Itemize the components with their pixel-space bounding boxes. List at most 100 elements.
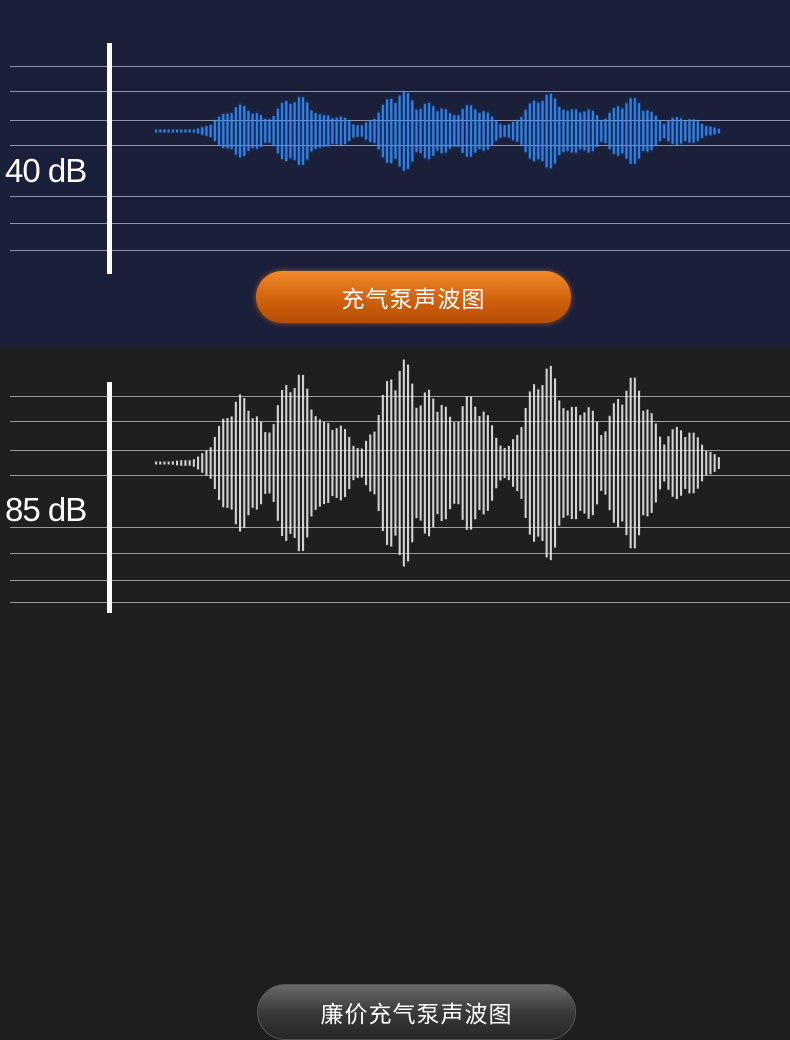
waveform-bar	[524, 407, 527, 519]
waveform-bar	[579, 112, 582, 150]
waveform-bar	[478, 112, 481, 150]
waveform-bar	[386, 381, 389, 545]
waveform-bar	[402, 91, 405, 171]
waveform-bar	[562, 408, 565, 518]
waveform-bar	[331, 429, 334, 497]
waveform-bar	[159, 129, 162, 133]
waveform-bar	[684, 121, 687, 141]
waveform-bar	[499, 445, 502, 481]
cheap-pump-waveform	[155, 359, 720, 567]
waveform-bar	[243, 398, 246, 528]
waveform-bar	[285, 101, 288, 161]
waveform-bar	[432, 106, 435, 156]
waveform-bar	[554, 378, 557, 548]
waveform-bar	[453, 115, 456, 147]
waveform-bar	[255, 113, 258, 149]
waveform-bar	[180, 129, 183, 133]
waveform-bar	[411, 383, 414, 543]
waveform-bar	[680, 118, 683, 144]
waveform-bar	[617, 106, 620, 156]
quiet-pump-waveform	[155, 91, 720, 171]
waveform-bar	[302, 97, 305, 165]
waveform-bar	[247, 410, 250, 516]
waveform-bar	[570, 406, 573, 520]
waveform-bar	[230, 416, 233, 510]
waveform-bar	[373, 118, 376, 144]
waveform-bar	[268, 119, 271, 143]
waveform-bar	[423, 103, 426, 159]
waveform-bar	[415, 407, 418, 519]
waveform-bar	[671, 118, 674, 144]
waveform-bar	[562, 109, 565, 153]
grid-line	[10, 66, 790, 67]
waveform-bar	[436, 411, 439, 515]
waveform-bar	[520, 427, 523, 499]
waveform-bar	[344, 117, 347, 145]
grid-line	[10, 602, 790, 603]
waveform-bar	[650, 413, 653, 513]
waveform-bar	[239, 394, 242, 532]
waveform-bar	[352, 445, 355, 481]
waveform-bar	[180, 460, 183, 466]
waveform-bar	[390, 98, 393, 164]
waveform-bar	[633, 377, 636, 549]
waveform-bar	[654, 115, 657, 147]
waveform-bar	[302, 374, 305, 552]
waveform-bar	[604, 431, 607, 495]
waveform-bar	[260, 421, 263, 505]
waveform-bar	[537, 389, 540, 537]
waveform-bar	[587, 407, 590, 519]
waveform-bar	[512, 439, 515, 487]
waveform-bar	[310, 409, 313, 517]
waveform-bar	[503, 447, 506, 479]
waveform-bar	[377, 112, 380, 150]
waveform-bar	[163, 461, 166, 465]
waveform-bar	[537, 102, 540, 160]
waveform-bar	[575, 406, 578, 520]
waveform-bar	[528, 103, 531, 159]
waveform-bar	[680, 430, 683, 496]
waveform-bar	[675, 117, 678, 145]
waveform-bar	[213, 436, 216, 490]
waveform-bar	[348, 120, 351, 142]
waveform-bar	[171, 129, 174, 133]
waveform-bar	[226, 113, 229, 149]
waveform-bar	[327, 115, 330, 147]
waveform-bar	[675, 426, 678, 500]
waveform-bar	[457, 115, 460, 147]
waveform-bar	[516, 434, 519, 492]
waveform-bar	[575, 109, 578, 153]
waveform-bar	[419, 108, 422, 154]
waveform-bar	[167, 129, 170, 133]
grid-line	[10, 223, 790, 224]
waveform-bar	[474, 109, 477, 153]
waveform-bar	[201, 127, 204, 135]
waveform-bar	[646, 409, 649, 517]
waveform-bar	[297, 97, 300, 165]
waveform-bar	[209, 447, 212, 479]
waveform-bar	[591, 110, 594, 152]
waveform-bar	[663, 123, 666, 139]
waveform-bar	[415, 109, 418, 153]
waveform-bar	[650, 111, 653, 151]
waveform-bar	[482, 111, 485, 151]
waveform-bar	[524, 109, 527, 153]
waveform-bar	[339, 116, 342, 146]
waveform-bar	[394, 390, 397, 536]
waveform-bar	[617, 399, 620, 527]
waveform-bar	[465, 396, 468, 530]
waveform-bar	[155, 129, 158, 133]
waveform-bar	[398, 370, 401, 556]
waveform-bar	[604, 118, 607, 144]
waveform-bar	[369, 434, 372, 492]
waveform-bar	[512, 121, 515, 141]
waveform-bar	[453, 422, 456, 504]
waveform-bar	[264, 119, 267, 143]
waveform-bar	[583, 412, 586, 514]
waveform-bar	[306, 102, 309, 160]
decibel-label: 40 dB	[5, 152, 87, 189]
waveform-bar	[579, 415, 582, 511]
waveform-bar	[701, 123, 704, 139]
quiet-pump-caption-button: 充气泵声波图	[256, 271, 571, 323]
waveform-bar	[289, 103, 292, 159]
